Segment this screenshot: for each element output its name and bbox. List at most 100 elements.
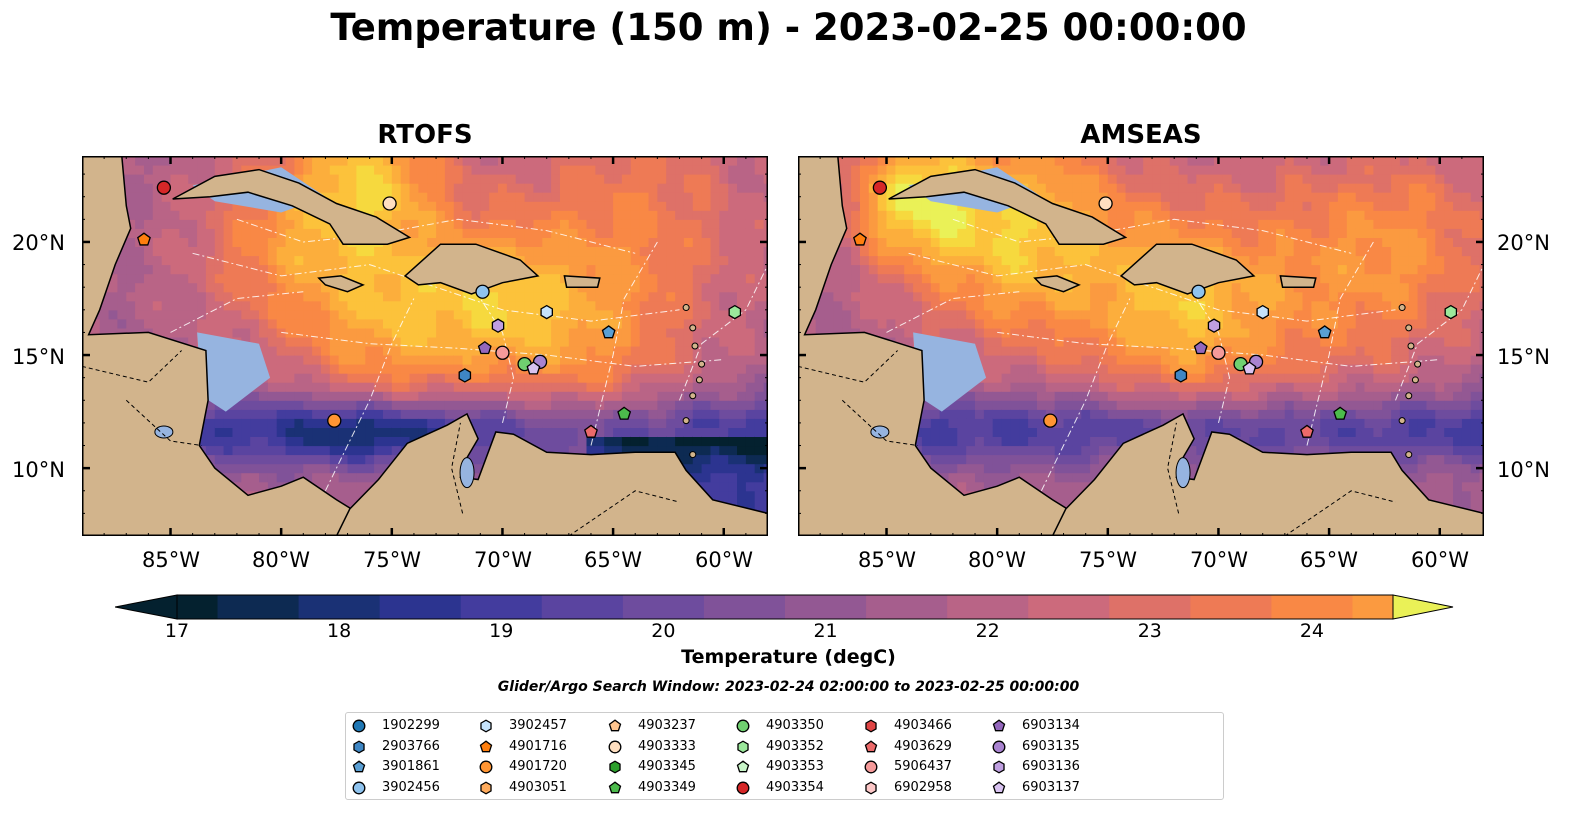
float-marker-3901861 (601, 325, 616, 339)
float-marker-4903629 (1300, 424, 1314, 438)
lon-label-75w-amseas: 75°W (1079, 548, 1137, 572)
lat-label-10n-right: 10°N (1497, 458, 1550, 482)
eez-boundary (281, 331, 724, 367)
legend-label: 3902456 (382, 779, 440, 795)
lon-label-85w-amseas: 85°W (858, 548, 916, 572)
island (1411, 376, 1419, 384)
legend-marker-circle (736, 781, 750, 794)
island (689, 392, 697, 400)
island (1414, 360, 1422, 368)
legend-marker-circle (479, 760, 493, 774)
land-puertorico (1279, 275, 1317, 288)
map-frame (798, 156, 1484, 536)
legend-label: 4903466 (894, 718, 952, 733)
eez-boundary (324, 298, 415, 492)
float-marker-4903352 (728, 304, 742, 320)
legend-label: 6902958 (894, 779, 952, 795)
map-panel-amseas[interactable] (798, 156, 1484, 536)
float-marker-4903333 (382, 196, 397, 211)
float-marker-6903136 (1207, 318, 1221, 333)
legend-label: 4903350 (766, 718, 824, 733)
legend: 1902299 2903766 3901861 3902456 3902457 49017… (345, 712, 1224, 800)
float-marker-6903137 (526, 361, 541, 375)
legend-marker-pentagon (864, 739, 878, 752)
country-border (1167, 422, 1180, 514)
colorbar-tick-label: 18 (327, 620, 352, 642)
eez-boundary (1040, 298, 1131, 492)
legend-label: 6903136 (1022, 759, 1080, 774)
panel-title-rtofs: RTOFS (377, 120, 473, 150)
country-border (841, 399, 918, 446)
land-jamaica (317, 275, 365, 293)
map-panel-rtofs[interactable] (82, 156, 768, 536)
colorbar-tick-label: 23 (1137, 620, 1162, 642)
legend-label: 4903349 (638, 779, 696, 795)
colorbar-tick-label: 20 (651, 620, 676, 642)
legend-marker-hexagon (865, 780, 877, 795)
colorbar-bin (622, 595, 705, 619)
country-border (798, 350, 898, 383)
eez-boundary (908, 252, 1396, 322)
lon-label-65w-amseas: 65°W (1300, 548, 1358, 572)
float-marker-5906437 (495, 345, 510, 360)
legend-label: 2903766 (382, 738, 440, 754)
float-marker-4901716 (137, 232, 151, 246)
float-marker-4903352 (1444, 304, 1458, 320)
island (682, 417, 690, 425)
colorbar-tick-label: 19 (489, 620, 514, 642)
legend-marker-circle (992, 740, 1006, 753)
land-southam (335, 412, 768, 536)
colorbar (115, 594, 1454, 620)
legend-marker-circle (352, 719, 366, 733)
land-cuba (172, 168, 412, 245)
eez-boundary (236, 218, 636, 254)
legend-marker-pentagon (992, 780, 1006, 793)
island (682, 304, 690, 312)
float-marker-6903134 (477, 340, 492, 355)
float-marker-3902456 (475, 284, 490, 299)
legend-marker-hexagon (609, 760, 621, 774)
legend-marker-hexagon (993, 760, 1005, 774)
colorbar-bin (541, 595, 624, 619)
float-marker-4903349 (1333, 406, 1348, 420)
float-marker-4901716 (853, 232, 867, 246)
lat-label-10n-left: 10°N (12, 458, 65, 482)
legend-marker-pentagon (608, 719, 622, 732)
shallow-shelf (197, 332, 271, 412)
legend-label: 4903629 (894, 738, 952, 754)
float-marker-6903137 (1242, 361, 1257, 375)
legend-marker-hexagon (865, 719, 877, 733)
panel-title-amseas: AMSEAS (1080, 120, 1202, 150)
lon-label-80w-rtofs: 80°W (252, 548, 310, 572)
island (1405, 324, 1413, 332)
island (1398, 304, 1406, 312)
legend-label: 4901716 (509, 738, 567, 754)
legend-label: 1902299 (382, 718, 440, 733)
land-southam (1051, 412, 1484, 536)
float-marker-5906437 (1211, 345, 1226, 360)
island (1405, 392, 1413, 400)
eez-boundary (590, 241, 658, 446)
land-puertorico (563, 275, 601, 288)
legend-label: 4903333 (638, 738, 696, 754)
float-marker-6903134 (1193, 340, 1208, 355)
island (1407, 342, 1415, 350)
legend-label: 4901720 (509, 759, 567, 774)
land-hispaniola (403, 243, 540, 295)
country-border (82, 350, 182, 383)
colorbar-bin (1028, 595, 1110, 619)
country-border (1284, 490, 1396, 536)
legend-label: 3902457 (509, 718, 567, 733)
float-marker-4903354 (156, 180, 172, 195)
colorbar-bin (703, 595, 786, 619)
colorbar-bin (947, 595, 1029, 619)
legend-label: 3901861 (382, 759, 440, 774)
eez-boundary (952, 218, 1352, 254)
island (698, 360, 706, 368)
lon-label-80w-amseas: 80°W (968, 548, 1026, 572)
legend-marker-circle (864, 760, 878, 774)
main-title: Temperature (150 m) - 2023-02-25 00:00:0… (330, 6, 1247, 49)
island (689, 324, 697, 332)
legend-marker-circle (352, 781, 366, 794)
lake-nicaragua (870, 425, 890, 439)
